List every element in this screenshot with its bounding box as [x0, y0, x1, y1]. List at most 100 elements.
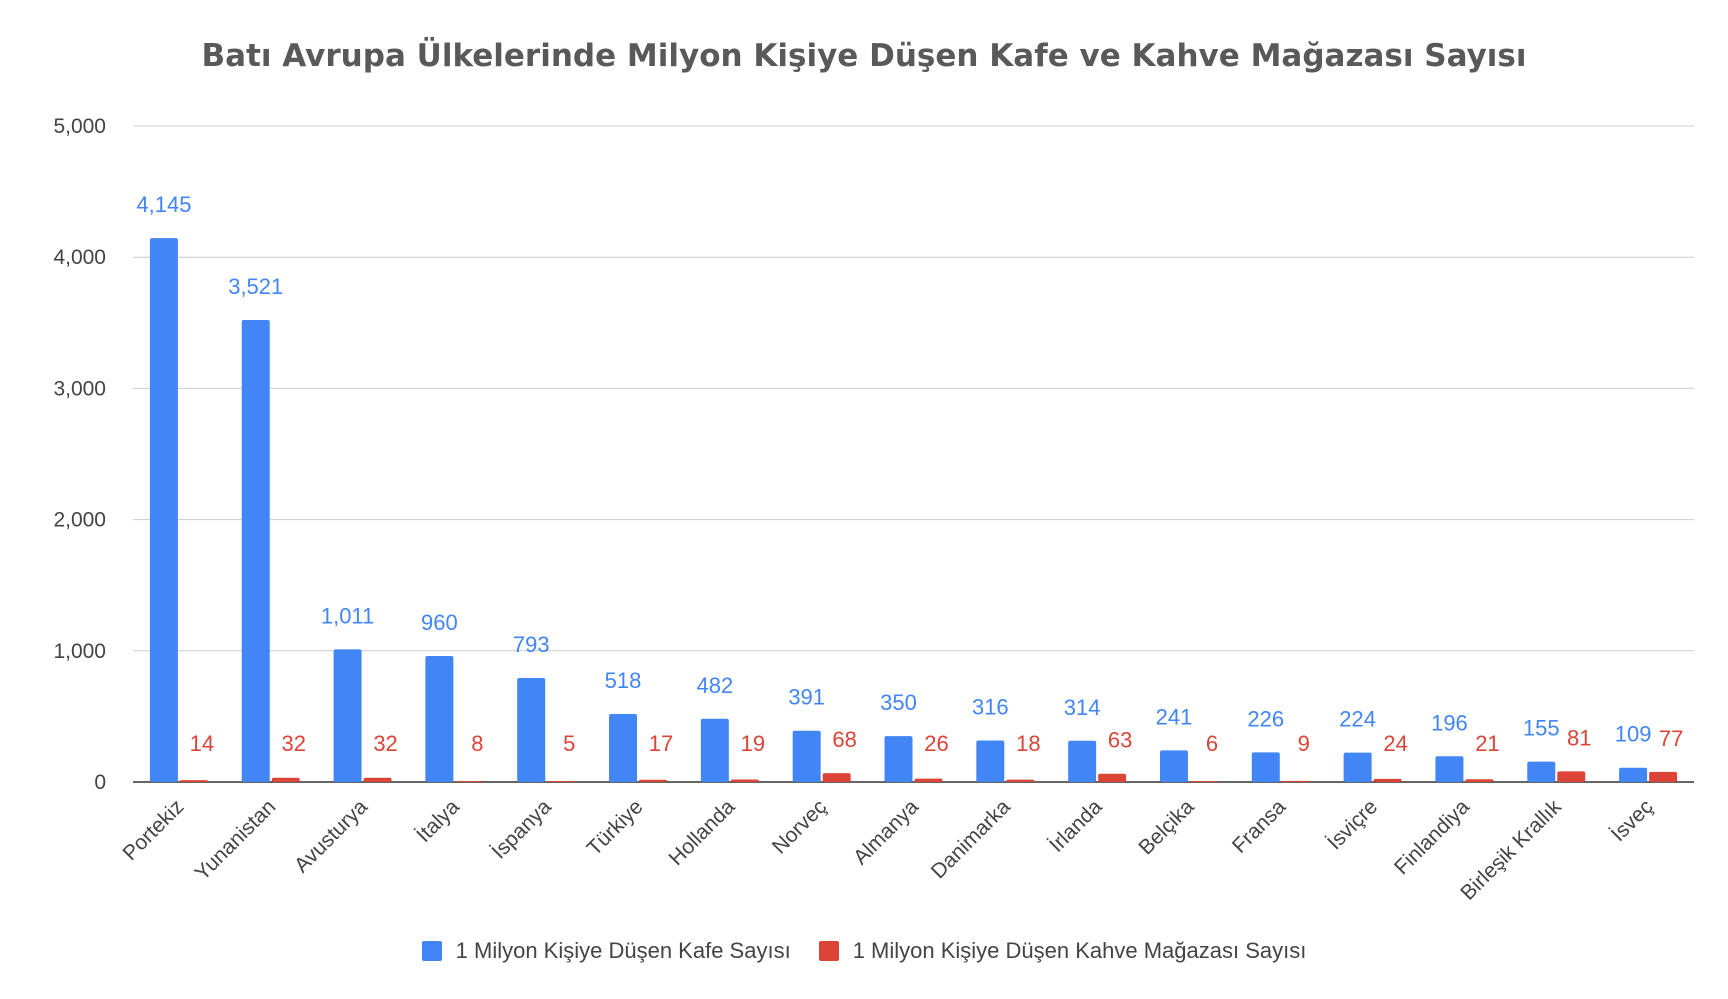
data-label-cafe: 518 [605, 668, 642, 693]
bar-coffee-shop [271, 777, 300, 782]
bar-cafe [1251, 752, 1280, 782]
bar-cafe [1068, 740, 1097, 782]
data-label-cafe: 4,145 [136, 192, 191, 217]
data-label-cafe: 316 [972, 695, 1009, 720]
data-label-coffee-shop: 21 [1475, 731, 1499, 756]
bar-coffee-shop [455, 780, 484, 782]
x-tick-label: Türkiye [583, 795, 648, 860]
legend: 1 Milyon Kişiye Düşen Kafe Sayısı 1 Mily… [0, 938, 1728, 964]
bar-cafe [149, 238, 178, 782]
bar-coffee-shop [639, 779, 668, 782]
data-label-coffee-shop: 81 [1567, 725, 1591, 750]
data-label-cafe: 482 [696, 673, 733, 698]
data-label-coffee-shop: 63 [1108, 728, 1132, 753]
x-tick-label: İrlanda [1045, 795, 1107, 857]
bar-coffee-shop [363, 777, 392, 782]
data-label-cafe: 391 [788, 685, 825, 710]
y-tick-label: 3,000 [53, 377, 106, 400]
data-label-cafe: 109 [1615, 722, 1652, 747]
data-label-cafe: 314 [1064, 695, 1101, 720]
bar-coffee-shop [1557, 771, 1586, 782]
data-label-coffee-shop: 32 [281, 731, 305, 756]
data-label-cafe: 350 [880, 690, 917, 715]
data-label-cafe: 793 [513, 632, 550, 657]
x-tick-label: Hollanda [665, 795, 740, 870]
bar-cafe [976, 740, 1005, 782]
y-tick-label: 0 [94, 771, 106, 794]
x-tick-label: Avusturya [290, 795, 372, 877]
data-label-cafe: 155 [1523, 716, 1560, 741]
bar-cafe [1159, 750, 1188, 782]
data-label-coffee-shop: 17 [649, 731, 673, 756]
data-label-cafe: 241 [1156, 704, 1193, 729]
bar-cafe [884, 736, 913, 782]
data-label-coffee-shop: 5 [563, 731, 575, 756]
data-label-coffee-shop: 8 [471, 731, 483, 756]
data-label-coffee-shop: 19 [741, 731, 765, 756]
bar-coffee-shop [1465, 779, 1494, 782]
bar-cafe [792, 730, 821, 782]
y-tick-label: 4,000 [53, 246, 106, 269]
legend-label-cafe: 1 Milyon Kişiye Düşen Kafe Sayısı [455, 938, 791, 963]
data-label-coffee-shop: 9 [1298, 731, 1310, 756]
y-tick-label: 5,000 [53, 115, 106, 138]
data-label-coffee-shop: 68 [832, 727, 856, 752]
x-tick-label: Norveç [768, 795, 831, 858]
data-label-coffee-shop: 26 [924, 731, 948, 756]
data-label-cafe: 960 [421, 610, 458, 635]
bar-coffee-shop [547, 781, 576, 782]
data-label-coffee-shop: 6 [1206, 731, 1218, 756]
y-tick-label: 1,000 [53, 640, 106, 663]
data-label-cafe: 226 [1247, 706, 1284, 731]
bar-cafe [700, 718, 729, 782]
bar-cafe [1619, 767, 1648, 782]
chart-title: Batı Avrupa Ülkelerinde Milyon Kişiye Dü… [201, 38, 1527, 74]
bar-cafe [241, 320, 270, 782]
data-label-coffee-shop: 18 [1016, 731, 1040, 756]
bar-cafe [425, 656, 454, 782]
bar-coffee-shop [1189, 781, 1218, 782]
x-tick-label: Portekiz [119, 795, 189, 865]
x-tick-label: Danimarka [927, 795, 1015, 883]
legend-swatch-cafe [421, 941, 442, 961]
x-tick-label: İsveç [1607, 795, 1658, 846]
bar-cafe [1343, 752, 1372, 782]
bar-cafe [333, 649, 362, 782]
data-label-cafe: 224 [1339, 707, 1376, 732]
data-label-cafe: 1,011 [321, 603, 374, 628]
bar-cafe [609, 714, 638, 782]
data-label-coffee-shop: 24 [1383, 731, 1407, 756]
data-label-coffee-shop: 32 [373, 731, 397, 756]
bar-coffee-shop [1281, 780, 1310, 782]
x-tick-label: Finlandiya [1390, 795, 1474, 879]
bar-cafe [517, 677, 546, 782]
x-tick-label: İspanya [487, 795, 555, 863]
x-tick-label: Belçika [1134, 795, 1198, 859]
bar-coffee-shop [1649, 771, 1678, 782]
bar-coffee-shop [1098, 773, 1127, 782]
bar-coffee-shop [1006, 779, 1035, 782]
bar-coffee-shop [730, 779, 759, 782]
bar-coffee-shop [914, 778, 943, 782]
legend-label-coffee-shop: 1 Milyon Kişiye Düşen Kahve Mağazası Say… [852, 938, 1307, 963]
x-tick-label: Almanya [849, 795, 923, 869]
data-label-cafe: 3,521 [228, 274, 283, 299]
legend-item-cafe[interactable]: 1 Milyon Kişiye Düşen Kafe Sayısı [421, 938, 791, 964]
y-tick-label: 2,000 [53, 509, 106, 532]
bar-coffee-shop [179, 780, 208, 782]
bar-cafe [1435, 756, 1464, 782]
data-label-coffee-shop: 77 [1659, 726, 1683, 751]
x-tick-label: Fransa [1228, 795, 1291, 858]
data-label-cafe: 196 [1431, 710, 1468, 735]
legend-swatch-coffee-shop [818, 941, 839, 961]
x-tick-label: Yunanistan [191, 795, 281, 885]
bar-coffee-shop [1373, 778, 1402, 782]
bar-cafe [1527, 761, 1556, 782]
bar-coffee-shop [822, 773, 851, 782]
x-tick-label: İtalya [412, 795, 464, 847]
data-label-coffee-shop: 14 [190, 731, 214, 756]
x-tick-label: İsviçre [1323, 795, 1382, 854]
legend-item-coffee-shop[interactable]: 1 Milyon Kişiye Düşen Kahve Mağazası Say… [818, 938, 1307, 964]
